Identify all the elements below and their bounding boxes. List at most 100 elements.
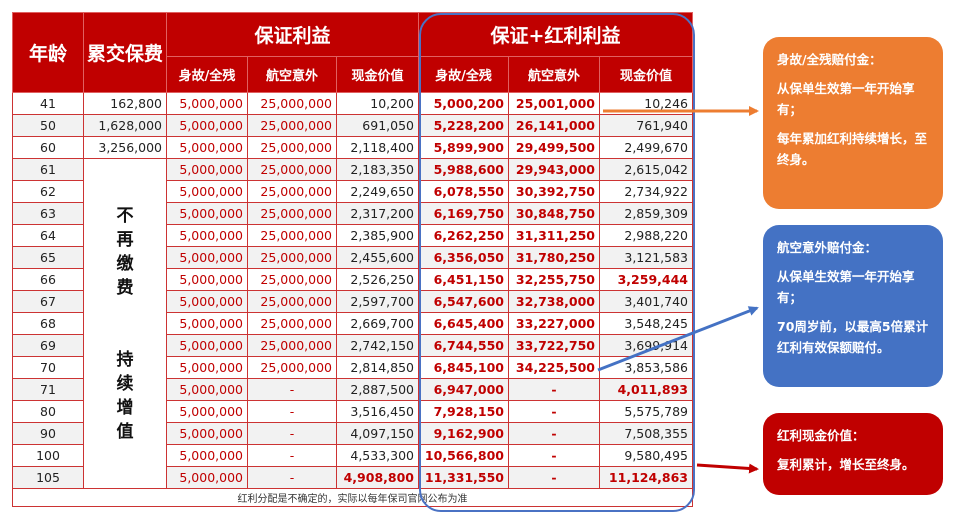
cell-g-cash: 2,317,200 xyxy=(336,202,419,225)
cell-b-cash: 3,121,583 xyxy=(599,246,693,269)
cell-g-death: 5,000,000 xyxy=(166,466,248,489)
cell-g-air: 25,000,000 xyxy=(247,114,337,137)
callout-death-title: 身故/全残赔付金： xyxy=(777,52,882,67)
table-row: 61 不再缴费持续增值 5,000,000 25,000,000 2,183,350 5,… xyxy=(12,158,693,489)
cell-g-death: 5,000,000 xyxy=(166,312,248,335)
callout-air-title: 航空意外赔付金： xyxy=(777,240,878,255)
header-g-air: 航空意外 xyxy=(247,56,337,93)
table-row: 64 5,000,000 25,000,000 2,385,900 6,262,250 3… xyxy=(12,224,693,247)
cell-b-cash: 3,259,444 xyxy=(599,268,693,291)
cell-b-death: 6,356,050 xyxy=(418,246,509,269)
cell-b-cash: 2,988,220 xyxy=(599,224,693,247)
cell-age: 105 xyxy=(12,466,84,489)
cell-b-air: - xyxy=(508,466,600,489)
cell-g-air: 25,000,000 xyxy=(247,290,337,313)
cell-age: 100 xyxy=(12,444,84,467)
cell-g-air: 25,000,000 xyxy=(247,180,337,203)
cell-g-cash: 4,097,150 xyxy=(336,422,419,445)
cell-g-air: 25,000,000 xyxy=(247,136,337,159)
header-bonus: 保证+红利利益 xyxy=(418,12,693,57)
cell-b-cash: 2,615,042 xyxy=(599,158,693,181)
cell-age: 68 xyxy=(12,312,84,335)
vertical-char: 再 xyxy=(116,229,134,250)
table-row: 66 5,000,000 25,000,000 2,526,250 6,451,150 3… xyxy=(12,268,693,291)
cell-premium: 3,256,000 xyxy=(83,136,167,159)
cell-b-death: 6,451,150 xyxy=(418,268,509,291)
callout-death-p1: 从保单生效第一年开始享有； xyxy=(777,81,915,117)
cell-g-air: 25,000,000 xyxy=(247,268,337,291)
table-row: 63 5,000,000 25,000,000 2,317,200 6,169,750 3… xyxy=(12,202,693,225)
cell-g-death: 5,000,000 xyxy=(166,400,248,423)
cell-b-death: 6,547,600 xyxy=(418,290,509,313)
cell-b-air: 30,848,750 xyxy=(508,202,600,225)
cell-g-cash: 691,050 xyxy=(336,114,419,137)
vertical-char: 续 xyxy=(116,373,134,394)
cell-g-air: - xyxy=(247,444,337,467)
cell-g-air: 25,000,000 xyxy=(247,246,337,269)
cell-b-death: 6,262,250 xyxy=(418,224,509,247)
cell-g-cash: 2,887,500 xyxy=(336,378,419,401)
callout-air-p2: 70周岁前，以最高5倍累计红利有效保额赔付。 xyxy=(777,319,929,355)
table-row: 71 5,000,000-2,887,500 6,947,000-4,011,893 xyxy=(12,378,693,401)
no-more-premium-note: 不再缴费持续增值 xyxy=(83,158,167,489)
cell-b-death: 10,566,800 xyxy=(418,444,509,467)
cell-g-cash: 2,385,900 xyxy=(336,224,419,247)
cell-age: 65 xyxy=(12,246,84,269)
cell-g-air: 25,000,000 xyxy=(247,312,337,335)
cell-g-death: 5,000,000 xyxy=(166,334,248,357)
vertical-char: 费 xyxy=(116,277,134,298)
cell-b-air: - xyxy=(508,422,600,445)
cell-b-cash: 5,575,789 xyxy=(599,400,693,423)
cell-b-death: 6,169,750 xyxy=(418,202,509,225)
cell-b-cash: 2,499,670 xyxy=(599,136,693,159)
cell-b-air: 32,738,000 xyxy=(508,290,600,313)
cell-g-air: 25,000,000 xyxy=(247,92,337,115)
cell-g-air: 25,000,000 xyxy=(247,202,337,225)
cell-g-death: 5,000,000 xyxy=(166,356,248,379)
vertical-char: 不 xyxy=(116,205,134,226)
table-row: 60 3,256,000 5,000,000 25,000,000 2,118,400 5… xyxy=(12,136,693,159)
cell-b-cash: 11,124,863 xyxy=(599,466,693,489)
cell-g-cash: 3,516,450 xyxy=(336,400,419,423)
callout-death-benefit: 身故/全残赔付金： 从保单生效第一年开始享有； 每年累加红利持续增长，至终身。 xyxy=(763,37,943,209)
callout-air-p1: 从保单生效第一年开始享有； xyxy=(777,269,915,305)
cell-b-death: 5,000,200 xyxy=(418,92,509,115)
cell-g-death: 5,000,000 xyxy=(166,136,248,159)
cell-b-death: 5,228,200 xyxy=(418,114,509,137)
cell-b-air: 30,392,750 xyxy=(508,180,600,203)
cell-g-air: 25,000,000 xyxy=(247,334,337,357)
cell-g-cash: 2,526,250 xyxy=(336,268,419,291)
cell-b-air: 29,943,000 xyxy=(508,158,600,181)
vertical-char: 值 xyxy=(116,421,134,442)
cell-b-air: 31,780,250 xyxy=(508,246,600,269)
cell-g-death: 5,000,000 xyxy=(166,158,248,181)
cell-b-cash: 4,011,893 xyxy=(599,378,693,401)
cell-g-death: 5,000,000 xyxy=(166,246,248,269)
cell-b-air: - xyxy=(508,400,600,423)
cell-age: 90 xyxy=(12,422,84,445)
header-b-cash: 现金价值 xyxy=(599,56,693,93)
cell-b-cash: 3,401,740 xyxy=(599,290,693,313)
cell-b-cash: 761,940 xyxy=(599,114,693,137)
callout-cash-value: 红利现金价值： 复利累计，增长至终身。 xyxy=(763,413,943,495)
cell-age: 50 xyxy=(12,114,84,137)
cell-age: 41 xyxy=(12,92,84,115)
cell-b-cash: 9,580,495 xyxy=(599,444,693,467)
cell-g-death: 5,000,000 xyxy=(166,378,248,401)
cell-g-death: 5,000,000 xyxy=(166,290,248,313)
header-g-cash: 现金价值 xyxy=(336,56,419,93)
cell-b-death: 6,947,000 xyxy=(418,378,509,401)
vertical-char: 增 xyxy=(116,397,134,418)
cell-b-death: 6,645,400 xyxy=(418,312,509,335)
cell-g-air: 25,000,000 xyxy=(247,158,337,181)
cell-g-air: - xyxy=(247,466,337,489)
table-row: 90 5,000,000-4,097,150 9,162,900-7,508,355 xyxy=(12,422,693,445)
cell-g-death: 5,000,000 xyxy=(166,202,248,225)
cell-b-cash: 3,548,245 xyxy=(599,312,693,335)
cell-g-cash: 2,183,350 xyxy=(336,158,419,181)
cell-g-cash: 4,533,300 xyxy=(336,444,419,467)
cell-age: 60 xyxy=(12,136,84,159)
vertical-char: 持 xyxy=(116,349,134,370)
header-guaranteed: 保证利益 xyxy=(166,12,419,57)
cell-b-air: 31,311,250 xyxy=(508,224,600,247)
